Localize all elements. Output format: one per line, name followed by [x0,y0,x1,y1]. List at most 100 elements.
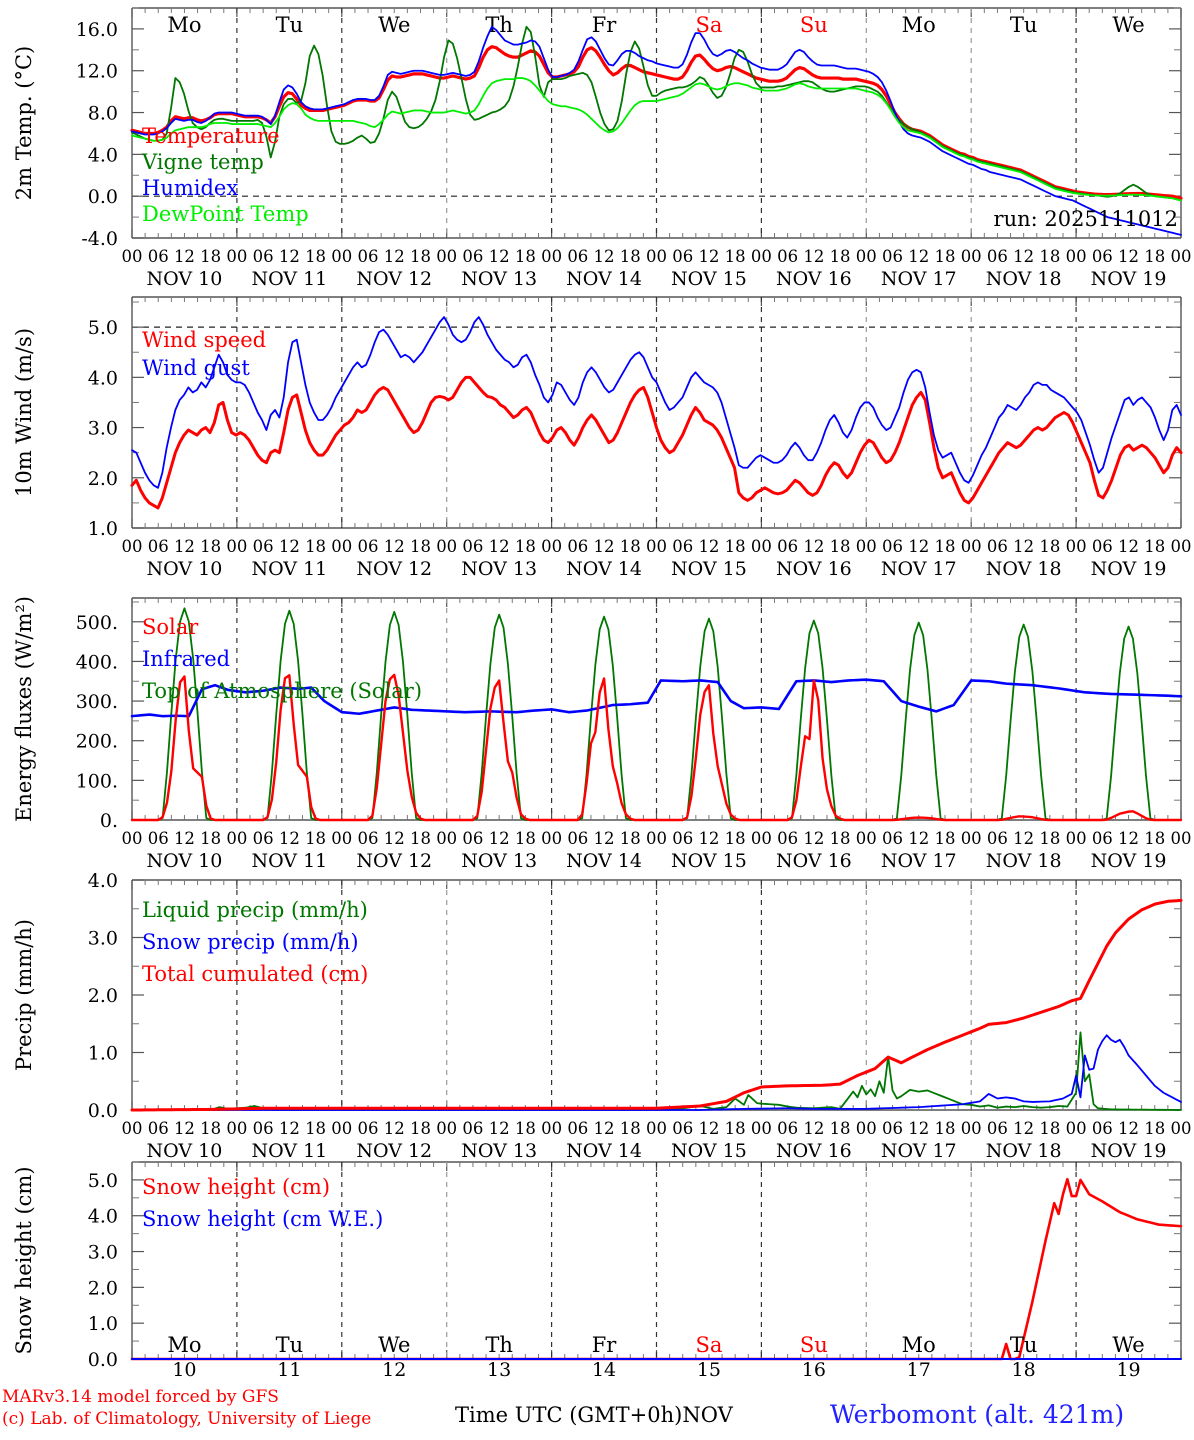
x-hour-label: 00 [331,537,352,556]
x-hour-label: 00 [751,247,772,266]
y-tick-label: 12.0 [76,61,118,83]
x-date-label: NOV 12 [356,850,432,872]
x-hour-label: 00 [331,247,352,266]
day-name-label: Fr [592,13,618,37]
x-hour-label: 06 [987,829,1008,848]
x-hour-label: 06 [358,829,379,848]
x-hour-label: 18 [1144,1119,1165,1138]
x-date-label: NOV 15 [671,558,747,580]
x-date-label: NOV 14 [566,1140,642,1162]
x-hour-label: 00 [961,537,982,556]
legend-item: Snow precip (mm/h) [142,930,359,954]
x-hour-label: 18 [1039,1119,1060,1138]
x-hour-label: 06 [777,537,798,556]
y-axis-label: Precip (mm/h) [12,919,36,1071]
x-hour-label: 12 [594,537,615,556]
x-hour-label: 06 [462,537,483,556]
x-hour-label: 12 [698,1119,719,1138]
x-hour-label: 00 [751,1119,772,1138]
legend-item: Vigne temp [141,150,264,174]
x-hour-label: 06 [358,1119,379,1138]
y-tick-label: 0.0 [88,1349,118,1371]
x-hour-label: 12 [279,1119,300,1138]
x-hour-label: 12 [698,537,719,556]
x-date-label: NOV 18 [986,1140,1062,1162]
x-hour-label: 18 [200,829,221,848]
x-date-label: NOV 11 [251,850,327,872]
x-hour-label: 06 [358,247,379,266]
panel-precip: 4.0 3.0 2.0 1.0 0.0 Precip (mm/h) Liquid preci… [12,872,1192,1162]
legend-item: Snow height (cm W.E.) [142,1207,383,1231]
x-hour-label: 00 [436,829,457,848]
legend-item: Solar [142,615,199,639]
x-hour-label: 18 [410,829,431,848]
x-hour-label: 06 [672,1119,693,1138]
x-hour-label: 00 [122,829,143,848]
x-hour-label: 18 [934,247,955,266]
x-hour-label: 00 [1171,829,1192,848]
x-hour-label: 06 [777,1119,798,1138]
legend-item: Top of Atmosphere (Solar) [142,679,422,703]
x-day-number: 14 [592,1359,616,1381]
x-hour-label: 00 [436,1119,457,1138]
series-total-cumulated [130,898,1183,1112]
x-hour-label: 00 [226,247,247,266]
x-day-number: 15 [697,1359,721,1381]
x-hour-label: 06 [148,829,169,848]
x-hour-label: 00 [331,1119,352,1138]
x-hour-label: 18 [200,537,221,556]
series-temperature [130,45,1183,200]
x-hour-label: 18 [305,1119,326,1138]
footer-model-line: MARv3.14 model forced by GFS [2,1387,279,1407]
day-name-label: Fr [592,1333,618,1357]
x-hour-label: 06 [672,247,693,266]
footer-time-utc: Time UTC (GMT+0h) [455,1403,683,1427]
x-hour-label: 00 [122,247,143,266]
x-hour-label: 06 [148,537,169,556]
x-hour-label: 12 [908,537,929,556]
x-date-label: NOV 10 [147,850,223,872]
x-hour-label: 00 [646,1119,667,1138]
y-axis-label: 10m Wind (m/s) [12,328,36,497]
x-date-label: NOV 14 [566,268,642,290]
x-hour-label: 06 [987,537,1008,556]
x-hour-label: 00 [436,537,457,556]
x-date-label: NOV 19 [1091,850,1167,872]
x-hour-label: 18 [830,1119,851,1138]
x-hour-label: 00 [541,247,562,266]
footer-copyright-line: (c) Lab. of Climatology, University of L… [2,1409,372,1429]
x-hour-label: 00 [541,829,562,848]
x-hour-label: 18 [305,247,326,266]
x-hour-label: 18 [1144,537,1165,556]
x-hour-label: 06 [567,537,588,556]
y-tick-label: 2.0 [88,1277,118,1299]
x-hour-label: 12 [803,829,824,848]
x-date-label: NOV 15 [671,268,747,290]
x-hour-label: 12 [279,537,300,556]
x-hour-label: 06 [462,1119,483,1138]
day-name-label: Mo [167,13,201,37]
x-hour-label: 00 [1171,537,1192,556]
y-axis-label: 2m Temp. (°C) [12,46,36,200]
x-hour-label: 00 [122,537,143,556]
x-hour-label: 06 [882,247,903,266]
x-hour-label: 18 [410,537,431,556]
x-hour-label: 00 [226,537,247,556]
x-date-label: NOV 10 [147,558,223,580]
x-date-label: NOV 13 [461,850,537,872]
x-hour-label: 12 [1013,829,1034,848]
x-hour-label: 00 [1066,1119,1087,1138]
x-day-number: 11 [277,1359,301,1381]
y-tick-label: 16.0 [76,19,118,41]
panel-temperature: 16.0 12.0 8.0 4.0 0.0 -4.0 2m Temp. (°C) Mo Tu We… [12,7,1192,290]
x-hour-label: 18 [305,537,326,556]
day-name-label: Su [800,13,828,37]
x-hour-label: 00 [961,1119,982,1138]
x-hour-label: 18 [934,829,955,848]
x-hour-label: 06 [253,829,274,848]
x-hour-label: 00 [331,829,352,848]
x-hour-label: 06 [882,829,903,848]
x-date-label: NOV 17 [881,558,957,580]
x-hour-label: 06 [567,829,588,848]
x-hour-label: 00 [1171,247,1192,266]
